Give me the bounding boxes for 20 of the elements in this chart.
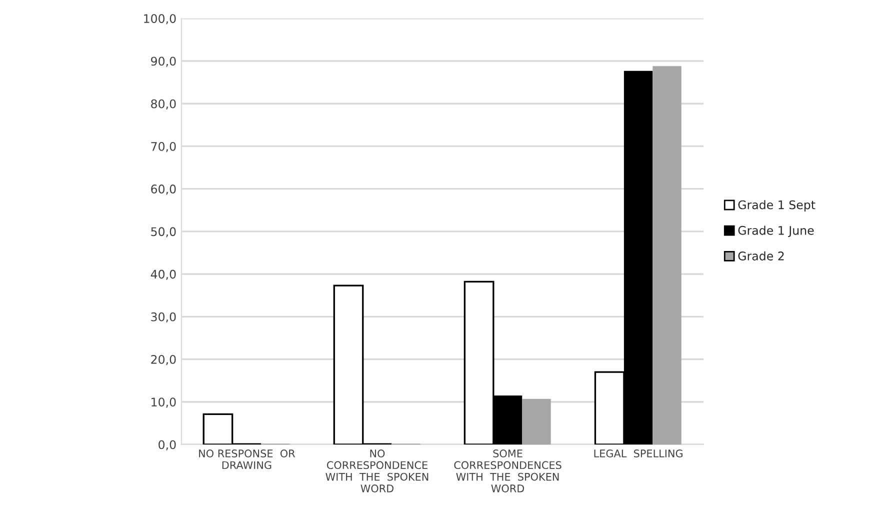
y-tick-label: 60,0	[151, 184, 176, 195]
x-tick-label: SOME CORRESPONDENCES WITH THE SPOKEN WORD	[454, 450, 562, 492]
bar	[652, 66, 682, 444]
y-tick-label: 100,0	[144, 14, 176, 24]
y-tick-label: 0,0	[158, 440, 176, 450]
y-tick-label: 50,0	[151, 227, 176, 238]
legend-label: Grade 2	[738, 251, 784, 260]
bar	[522, 398, 551, 444]
legend-label: Grade 1 June	[738, 226, 814, 238]
y-tick-label: 90,0	[151, 56, 176, 67]
y-tick-label: 20,0	[151, 354, 176, 366]
x-tick-label: NO RESPONSE OR DRAWING	[199, 450, 296, 470]
x-tick-label: LEGAL SPELLING	[594, 450, 682, 458]
y-tick-label: 80,0	[151, 99, 176, 110]
y-tick-label: 70,0	[151, 142, 176, 152]
y-tick-label: 40,0	[150, 270, 176, 280]
legend-label: Grade 1 Sept	[738, 200, 816, 212]
y-tick-label: 30,0	[151, 312, 176, 323]
x-tick-label: NO CORRESPONDENCE WITH THE SPOKEN WORD	[326, 450, 428, 492]
y-tick-label: 10,0	[152, 398, 176, 408]
